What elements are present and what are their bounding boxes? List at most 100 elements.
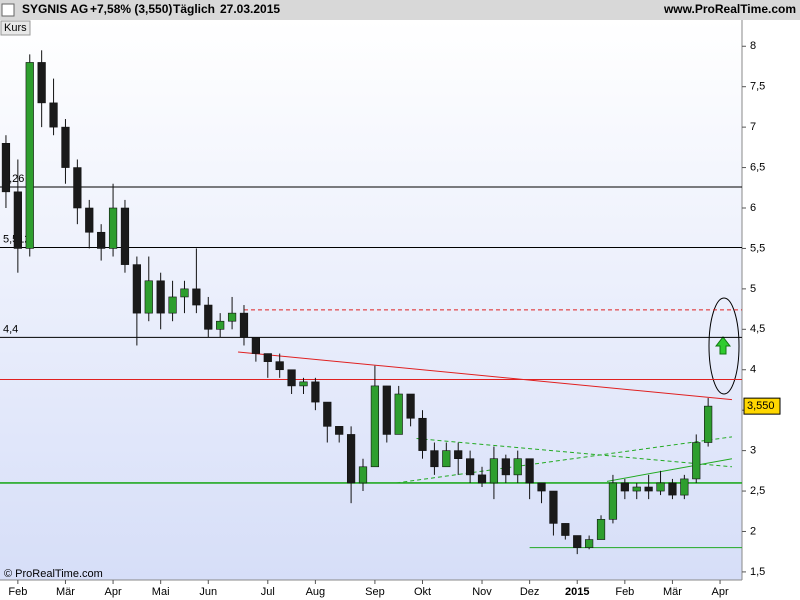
y-tick-label: 6,5 xyxy=(750,161,765,173)
x-tick-label: Sep xyxy=(365,586,385,598)
candle-body xyxy=(216,320,225,330)
x-axis-panel xyxy=(0,580,742,600)
price-tag-label: 3,550 xyxy=(747,400,775,412)
x-tick-label: Jul xyxy=(261,586,275,598)
y-tick-label: 5 xyxy=(750,283,756,295)
candle-body xyxy=(13,191,22,249)
y-tick-label: 2,5 xyxy=(750,485,765,497)
candle-body xyxy=(632,486,641,492)
candle-body xyxy=(132,264,141,314)
panel-label: Kurs xyxy=(4,22,27,34)
title: SYGNIS AG xyxy=(22,2,88,16)
candle-body xyxy=(25,62,34,249)
candle-body xyxy=(275,361,284,371)
trendline xyxy=(416,437,732,468)
candle-body xyxy=(227,312,237,322)
y-tick-label: 2 xyxy=(750,525,756,537)
y-tick-label: 7,5 xyxy=(750,81,765,93)
candle-body xyxy=(180,288,189,298)
candle-body xyxy=(192,288,201,306)
candle-body xyxy=(97,231,106,249)
candle-body xyxy=(49,102,58,128)
copyright: © ProRealTime.com xyxy=(4,568,103,580)
candle-body xyxy=(608,482,618,520)
candle-body xyxy=(477,474,487,484)
x-tick-label: Jun xyxy=(199,586,217,598)
candle-body xyxy=(382,385,391,435)
y-tick-label: 3 xyxy=(750,445,756,457)
y-tick-label: 6 xyxy=(750,202,756,214)
y-tick-label: 4 xyxy=(750,364,756,376)
candle-body xyxy=(466,458,475,476)
candle-body xyxy=(620,482,629,492)
candle-body xyxy=(73,167,82,209)
candle-body xyxy=(168,296,177,314)
candle-body xyxy=(335,426,344,435)
source: www.ProRealTime.com xyxy=(663,2,796,16)
candle-body xyxy=(680,478,689,496)
header-bar xyxy=(0,0,800,20)
candle-body xyxy=(37,62,46,104)
candle-body xyxy=(561,523,570,536)
candle-body xyxy=(656,482,665,492)
y-tick-label: 7 xyxy=(750,121,756,133)
candle-body xyxy=(156,280,165,314)
candle-body xyxy=(596,519,606,540)
candle-body xyxy=(299,381,308,387)
candle-body xyxy=(573,535,582,548)
candle-body xyxy=(346,434,356,484)
candle-body xyxy=(108,207,118,249)
x-tick-label: Apr xyxy=(711,586,728,598)
candle-body xyxy=(323,401,332,427)
x-tick-label: Mär xyxy=(663,586,682,598)
candle-body xyxy=(370,385,380,468)
panel-label-box xyxy=(0,20,31,36)
candle-body xyxy=(61,126,70,168)
y-tick-label: 4,5 xyxy=(750,323,765,335)
change: +7,58% (3,550) xyxy=(90,2,172,16)
up-arrow xyxy=(714,336,732,355)
candle-body xyxy=(204,304,213,330)
y-tick-label: 1,5 xyxy=(750,566,765,578)
x-tick-label: Apr xyxy=(105,586,122,598)
candle-body xyxy=(144,280,153,314)
candle-body xyxy=(394,393,403,435)
x-tick-label: Feb xyxy=(615,586,634,598)
candle-body xyxy=(704,405,713,443)
x-tick-label: Dez xyxy=(520,586,540,598)
candle-body xyxy=(430,450,439,468)
y-tick-label: 5,5 xyxy=(750,242,765,254)
candle-body xyxy=(442,450,451,468)
trendline xyxy=(606,458,733,482)
candle-body xyxy=(120,207,130,265)
candle-body xyxy=(239,312,249,338)
level-label: 4,4 xyxy=(3,323,18,335)
candle-body xyxy=(251,337,260,354)
candle-body xyxy=(537,482,546,492)
plot-background xyxy=(0,20,742,580)
y-tick-label: 8 xyxy=(750,40,756,52)
x-tick-label: Mai xyxy=(152,586,170,598)
x-tick-label: Okt xyxy=(414,586,431,598)
date: 27.03.2015 xyxy=(220,2,280,16)
x-tick-label: Feb xyxy=(8,586,27,598)
header-icon xyxy=(1,3,15,17)
y-axis-panel xyxy=(742,20,800,600)
x-tick-label: Mär xyxy=(56,586,75,598)
candle-body xyxy=(85,207,94,233)
candle-body xyxy=(454,450,463,459)
trendline xyxy=(396,436,733,484)
candle-body xyxy=(585,539,594,548)
candle-body xyxy=(358,466,368,484)
candle-body xyxy=(263,353,272,362)
candle-body xyxy=(418,417,427,451)
candle-body xyxy=(406,393,415,419)
highlight-ellipse xyxy=(708,297,740,395)
x-tick-label: 2015 xyxy=(565,586,589,598)
candle-body xyxy=(287,369,296,387)
candle-body xyxy=(1,143,11,193)
candle-body xyxy=(644,486,653,492)
candle-body xyxy=(311,381,320,403)
price-tag xyxy=(743,397,781,415)
